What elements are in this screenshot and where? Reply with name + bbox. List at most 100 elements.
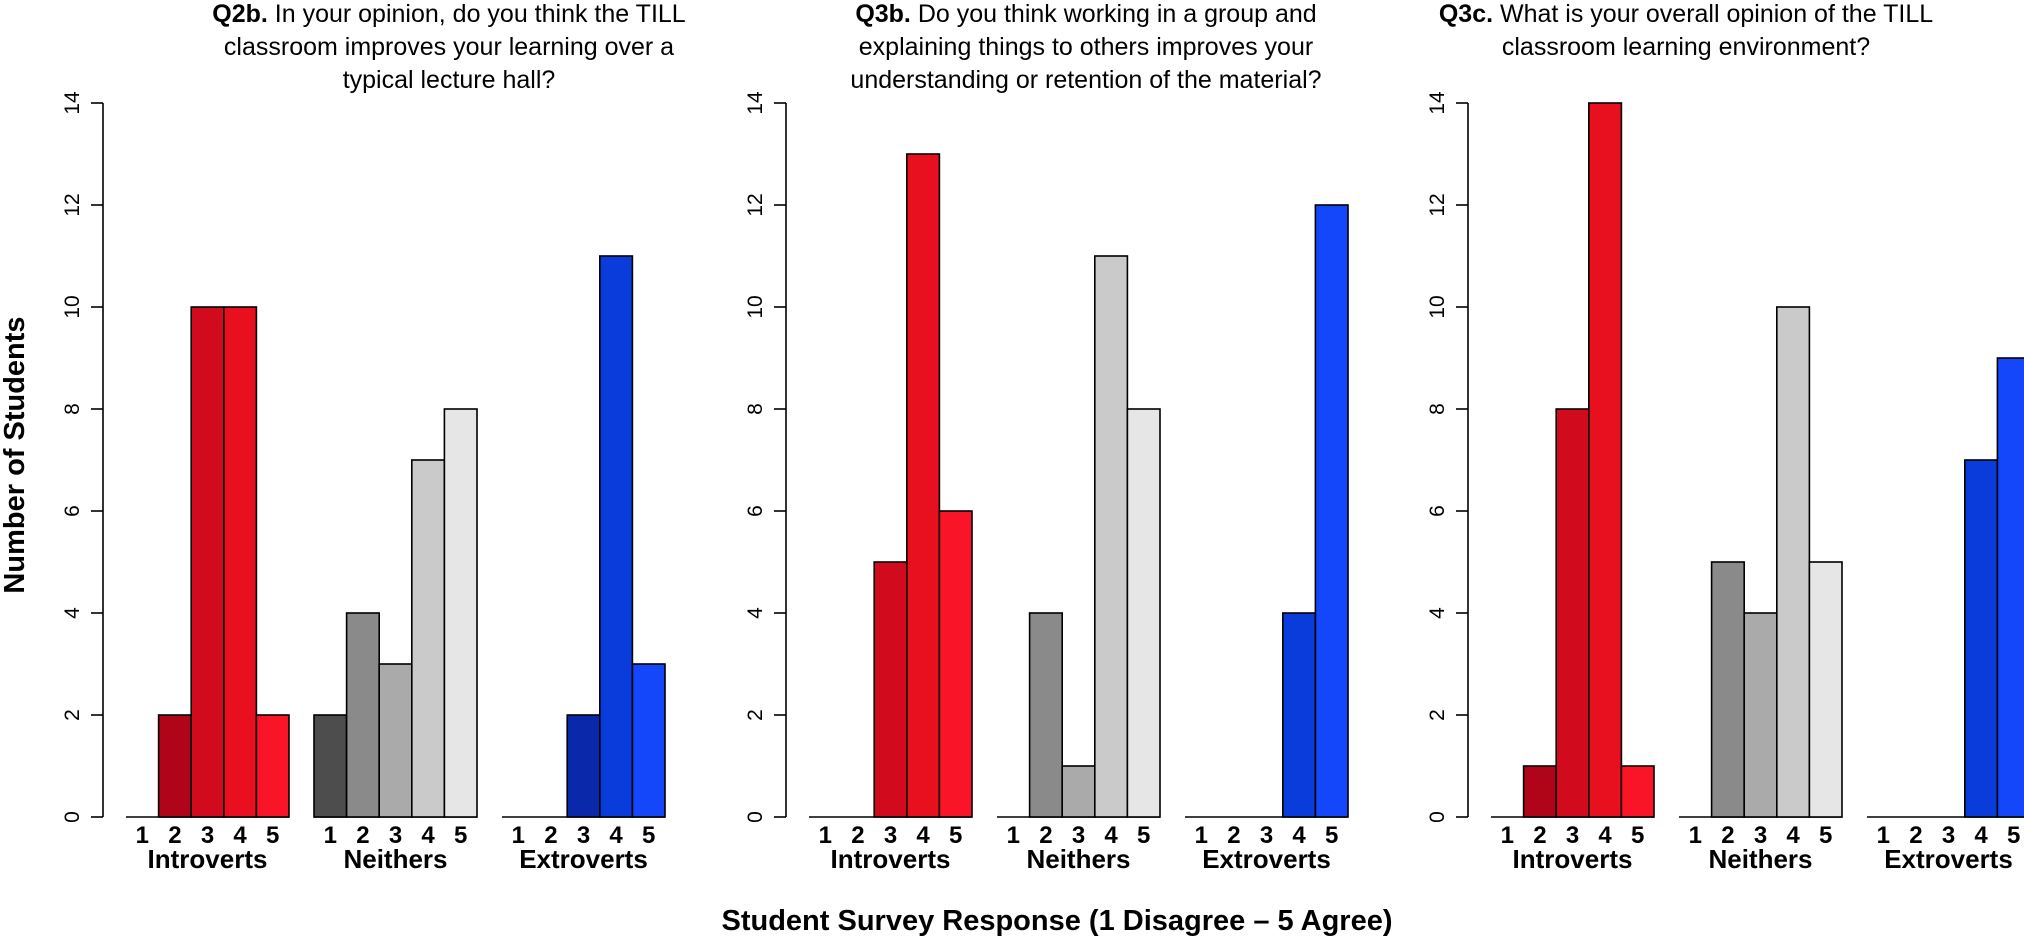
y-tick-label: 10 xyxy=(61,295,84,318)
y-tick-label: 14 xyxy=(744,91,767,115)
chart-title-line: understanding or retention of the materi… xyxy=(850,66,1321,94)
response-tick-label: 5 xyxy=(1631,822,1644,849)
y-tick-label: 6 xyxy=(1426,505,1449,517)
response-tick-label: 2 xyxy=(544,822,557,849)
y-tick-label: 2 xyxy=(61,709,84,721)
response-tick-label: 4 xyxy=(233,822,247,849)
group-label: Neithers xyxy=(1708,844,1812,874)
response-tick-label: 1 xyxy=(1195,822,1208,849)
bar xyxy=(190,306,225,818)
response-tick-label: 4 xyxy=(609,822,623,849)
response-tick-label: 1 xyxy=(136,822,149,849)
response-tick-label: 1 xyxy=(1501,822,1514,849)
bar xyxy=(1743,612,1778,818)
response-tick-label: 3 xyxy=(1566,822,1579,849)
group-label: Neithers xyxy=(343,844,447,874)
response-tick-label: 5 xyxy=(1325,822,1338,849)
y-tick-label: 4 xyxy=(1426,607,1449,619)
response-tick-label: 2 xyxy=(356,822,369,849)
chart-title-line: Q3b. Do you think working in a group and xyxy=(855,0,1316,28)
response-tick-label: 3 xyxy=(577,822,590,849)
bar xyxy=(938,510,973,818)
y-tick-label: 6 xyxy=(744,505,767,517)
y-tick-label: 4 xyxy=(744,607,767,619)
bar xyxy=(1620,765,1655,818)
group-label: Introverts xyxy=(1513,844,1633,874)
response-tick-label: 1 xyxy=(512,822,525,849)
chart-title-line: classroom improves your learning over a xyxy=(224,33,674,61)
y-tick-label: 8 xyxy=(1426,403,1449,415)
bar xyxy=(223,306,258,818)
group-label: Extroverts xyxy=(1884,844,2013,874)
bar xyxy=(1808,561,1843,818)
bar xyxy=(631,663,666,818)
response-tick-label: 2 xyxy=(168,822,181,849)
response-tick-label: 3 xyxy=(884,822,897,849)
response-tick-label: 4 xyxy=(1292,822,1306,849)
response-tick-label: 1 xyxy=(819,822,832,849)
response-tick-label: 5 xyxy=(642,822,655,849)
bar xyxy=(873,561,908,818)
bar xyxy=(345,612,381,818)
response-tick-label: 2 xyxy=(1721,822,1734,849)
response-tick-label: 1 xyxy=(1689,822,1702,849)
group-label: Extroverts xyxy=(1202,844,1331,874)
chart-title-line: classroom learning environment? xyxy=(1502,33,1870,61)
y-tick-label: 8 xyxy=(61,403,84,415)
bar xyxy=(1282,612,1317,818)
response-tick-label: 2 xyxy=(1227,822,1240,849)
y-tick-label: 10 xyxy=(1426,295,1449,318)
response-tick-label: 3 xyxy=(201,822,214,849)
bar xyxy=(1061,765,1096,818)
y-tick-label: 6 xyxy=(61,505,84,517)
response-tick-label: 5 xyxy=(1819,822,1832,849)
response-tick-label: 2 xyxy=(1909,822,1922,849)
y-tick-label: 0 xyxy=(1426,811,1449,823)
bar xyxy=(1555,408,1590,818)
bar xyxy=(1964,459,1999,818)
group-label: Introverts xyxy=(148,844,268,874)
response-tick-label: 3 xyxy=(1072,822,1085,849)
y-tick-label: 14 xyxy=(61,91,84,115)
group-label: Extroverts xyxy=(519,844,648,874)
bar xyxy=(1314,204,1349,818)
bar xyxy=(566,714,601,818)
response-tick-label: 1 xyxy=(1007,822,1020,849)
response-tick-label: 3 xyxy=(1942,822,1955,849)
response-tick-label: 4 xyxy=(1786,822,1800,849)
y-tick-label: 0 xyxy=(61,811,84,823)
response-tick-label: 3 xyxy=(1754,822,1767,849)
bar xyxy=(1126,408,1161,818)
bar xyxy=(905,153,941,818)
y-tick-label: 0 xyxy=(744,811,767,823)
y-tick-label: 8 xyxy=(744,403,767,415)
bar xyxy=(255,714,290,818)
response-tick-label: 5 xyxy=(949,822,962,849)
bar xyxy=(598,255,634,818)
response-tick-label: 4 xyxy=(1974,822,1988,849)
y-tick-label: 12 xyxy=(61,193,84,216)
bar xyxy=(1588,102,1623,818)
bar xyxy=(1776,306,1811,818)
response-tick-label: 5 xyxy=(266,822,279,849)
bar xyxy=(443,408,478,818)
response-tick-label: 4 xyxy=(916,822,930,849)
y-tick-label: 2 xyxy=(744,709,767,721)
group-label: Introverts xyxy=(831,844,951,874)
group-label: Neithers xyxy=(1026,844,1130,874)
response-tick-label: 4 xyxy=(1598,822,1612,849)
response-tick-label: 3 xyxy=(389,822,402,849)
response-tick-label: 5 xyxy=(454,822,467,849)
chart-title-line: Q3c. What is your overall opinion of the… xyxy=(1439,0,1933,28)
y-tick-label: 12 xyxy=(1426,193,1449,216)
bar xyxy=(378,663,413,818)
bar xyxy=(1710,561,1745,818)
response-tick-label: 1 xyxy=(324,822,337,849)
response-tick-label: 5 xyxy=(1137,822,1150,849)
y-tick-label: 2 xyxy=(1426,709,1449,721)
response-tick-label: 5 xyxy=(2007,822,2020,849)
response-tick-label: 4 xyxy=(1104,822,1118,849)
response-tick-label: 2 xyxy=(1039,822,1052,849)
